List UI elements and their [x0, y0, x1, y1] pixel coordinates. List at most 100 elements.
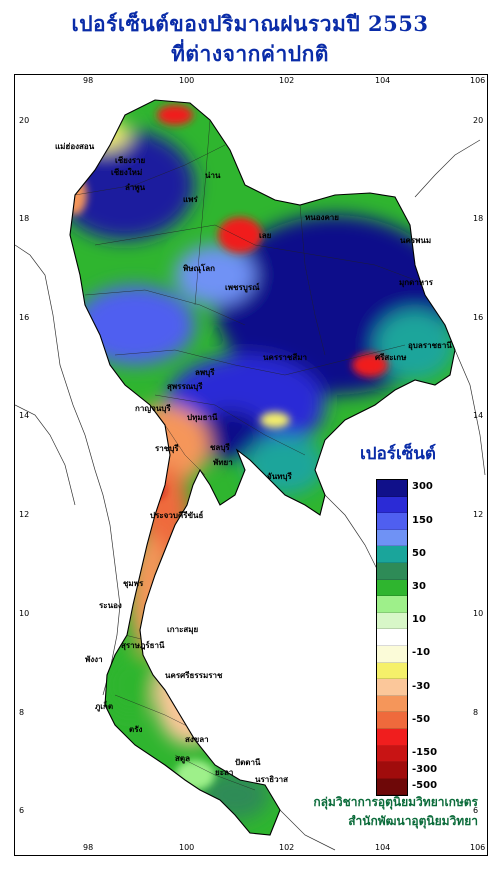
place-label: ตรัง — [129, 725, 142, 734]
legend-label: 50 — [412, 547, 426, 559]
lon-label-top: 102 — [279, 76, 294, 85]
legend-title: เปอร์เซ็นต์ — [360, 444, 436, 464]
lon-label-bottom: 104 — [375, 843, 390, 852]
lat-label-left: 6 — [19, 806, 24, 815]
lat-label-left: 10 — [19, 609, 29, 618]
place-label: นครศรีธรรมราช — [165, 670, 223, 680]
place-label: นครพนม — [400, 236, 431, 245]
place-label: หนองคาย — [305, 213, 339, 222]
legend-swatch — [377, 728, 407, 746]
place-label: น่าน — [205, 171, 221, 180]
legend-swatch — [377, 645, 407, 663]
place-label: พังงา — [85, 655, 103, 664]
credit-line2: สำนักพัฒนาอุตุนิยมวิทยา — [348, 814, 478, 828]
lat-label-right: 6 — [473, 806, 478, 815]
place-label: พัทยา — [213, 458, 233, 467]
place-label: เกาะสมุย — [167, 625, 199, 635]
place-label: สตูล — [175, 754, 190, 764]
place-label: ภูเก็ต — [95, 700, 113, 712]
legend-swatch — [377, 679, 407, 696]
lat-label-right: 18 — [473, 214, 483, 223]
lat-label-left: 8 — [19, 708, 24, 717]
legend-swatch — [377, 778, 407, 796]
lon-label-bottom: 98 — [83, 843, 93, 852]
place-label: ยะลา — [215, 768, 233, 777]
place-label: เชียงใหม่ — [111, 167, 142, 177]
legend-label: -10 — [412, 647, 431, 659]
legend-swatch — [377, 745, 407, 763]
place-label: สุราษฎร์ธานี — [121, 640, 165, 651]
legend-label: 10 — [412, 614, 426, 626]
latitude-ticks: 20 18 16 14 12 10 8 6 20 18 16 14 12 10 … — [19, 116, 483, 815]
legend-label: -500 — [412, 780, 438, 792]
legend-swatch — [377, 629, 407, 646]
map-frame: 98 100 102 104 106 98 100 102 104 106 20… — [14, 74, 488, 856]
lon-label-bottom: 100 — [179, 843, 194, 852]
place-label: อุบลราชธานี — [408, 340, 452, 351]
legend-swatch — [377, 712, 407, 729]
legend-swatch — [377, 562, 407, 580]
legend-label: 30 — [412, 580, 426, 592]
lat-label-right: 16 — [473, 313, 483, 322]
place-label: ปทุมธานี — [187, 412, 218, 423]
place-label: แพร่ — [183, 195, 198, 204]
legend-color-bar — [376, 479, 408, 797]
place-label: นครราชสีมา — [263, 352, 307, 362]
place-label: ชุมพร — [123, 579, 144, 589]
legend-swatch — [377, 496, 407, 514]
legend-label: 300 — [412, 481, 433, 493]
lat-label-left: 14 — [19, 411, 29, 420]
lon-label-top: 100 — [179, 76, 194, 85]
legend-label: -30 — [412, 680, 431, 692]
lon-label-top: 106 — [470, 76, 485, 85]
place-label: สงขลา — [185, 735, 209, 744]
place-label: ลำพูน — [125, 183, 146, 193]
lat-label-right: 14 — [473, 411, 483, 420]
legend-label: -50 — [412, 713, 431, 725]
legend-swatch — [377, 596, 407, 613]
place-label: ลพบุรี — [195, 367, 215, 378]
lon-label-top: 98 — [83, 76, 93, 85]
place-label: สุพรรณบุรี — [167, 381, 203, 392]
lat-label-left: 18 — [19, 214, 29, 223]
longitude-ticks: 98 100 102 104 106 98 100 102 104 106 — [83, 76, 485, 852]
rainfall-map: 98 100 102 104 106 98 100 102 104 106 20… — [14, 76, 486, 852]
legend-swatch — [377, 695, 407, 713]
lat-label-left: 16 — [19, 313, 29, 322]
place-label: เชียงราย — [115, 155, 146, 165]
place-label: เลย — [259, 231, 272, 240]
credit-line1: กลุ่มวิชาการอุตุนิยมวิทยาเกษตร — [313, 795, 478, 809]
province-boundaries — [74, 119, 416, 791]
place-label: ปัตตานี — [235, 757, 261, 767]
legend-label: 150 — [412, 514, 433, 526]
legend-label: -150 — [412, 746, 438, 758]
place-label: เพชรบูรณ์ — [225, 282, 260, 293]
lat-label-left: 20 — [19, 116, 29, 125]
place-label: ประจวบคีรีขันธ์ — [150, 510, 204, 520]
map-title-line2: ที่ต่างจากค่าปกติ — [171, 41, 329, 66]
lon-label-bottom: 102 — [279, 843, 294, 852]
lon-label-bottom: 106 — [470, 843, 485, 852]
place-label: ราชบุรี — [155, 443, 179, 454]
legend-swatch — [377, 762, 407, 779]
legend-label: -300 — [412, 763, 438, 775]
lon-label-top: 104 — [375, 76, 390, 85]
legend-swatch — [377, 513, 407, 530]
legend-swatch — [377, 546, 407, 563]
place-label: พิษณุโลก — [183, 263, 215, 274]
map-title-line1: เปอร์เซ็นต์ของปริมาณฝนรวมปี 2553 — [71, 11, 429, 36]
place-label: กาญจนบุรี — [135, 403, 171, 414]
place-label: มุกดาหาร — [399, 278, 434, 288]
lat-label-right: 10 — [473, 609, 483, 618]
place-label: นราธิวาส — [255, 775, 288, 784]
lat-label-right: 8 — [473, 708, 478, 717]
place-label: แม่ฮ่องสอน — [55, 142, 95, 151]
lat-label-right: 12 — [473, 510, 483, 519]
place-labels: เชียงราย เชียงใหม่ ลำพูน แม่ฮ่องสอน น่าน… — [55, 142, 452, 784]
legend-swatch — [377, 612, 407, 630]
place-label: ศรีสะเกษ — [375, 352, 407, 362]
place-label: จันทบุรี — [267, 471, 293, 482]
place-label: ชลบุรี — [210, 442, 230, 453]
legend-swatch — [377, 579, 407, 597]
legend-swatch — [377, 480, 407, 497]
